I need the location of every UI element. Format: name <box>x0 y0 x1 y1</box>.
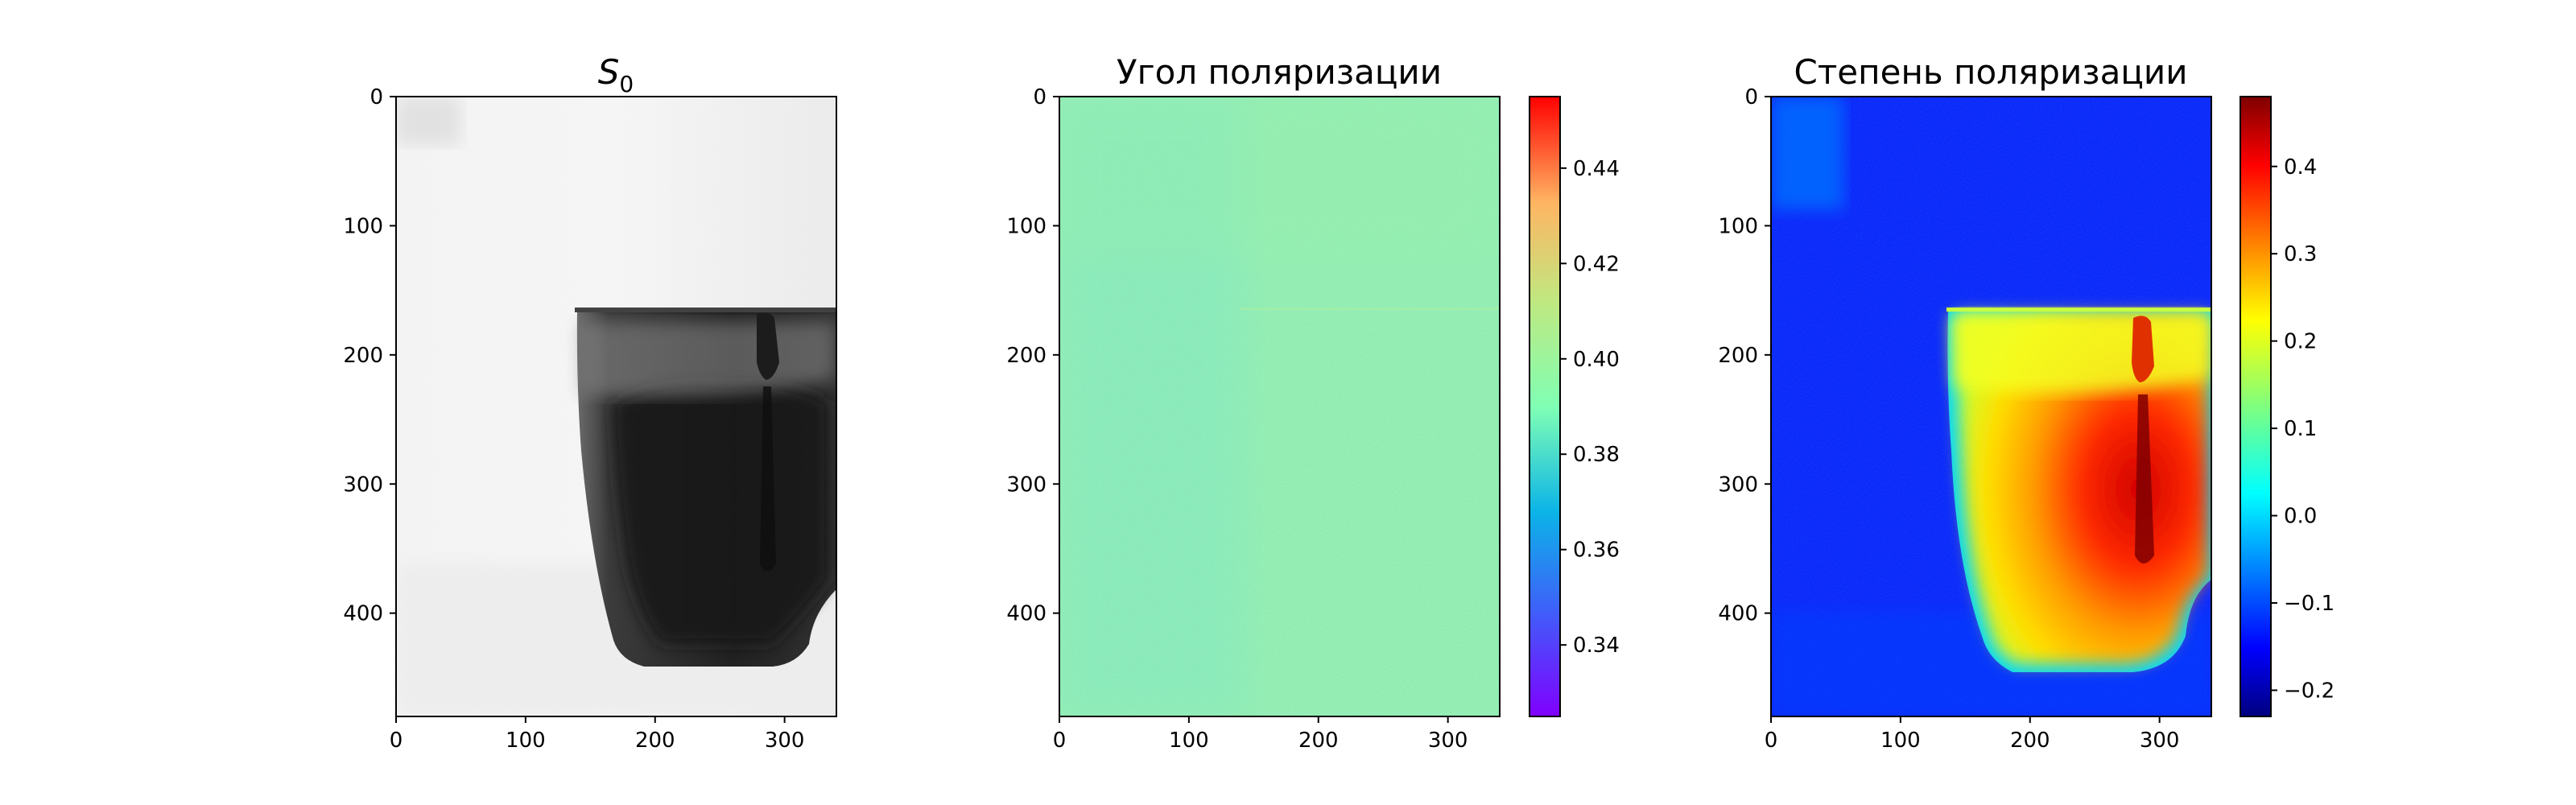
y-tick-label: 200 <box>343 344 383 368</box>
dop-colorbar: −0.2 −0.1 0.0 0.1 0.2 0.3 0.4 <box>2240 96 2334 717</box>
colorbar-tick-label: 0.3 <box>2284 242 2317 266</box>
y-tick-label: 0 <box>369 85 383 109</box>
angle-colorbar: 0.34 0.36 0.38 0.40 0.42 0.44 <box>1529 96 1620 717</box>
y-tick-label: 0 <box>1033 85 1046 109</box>
angle-x-axis: 0 100 200 300 <box>1053 716 1468 753</box>
colorbar-tick-label: 0.2 <box>2284 330 2317 354</box>
x-tick-label: 100 <box>1169 729 1209 753</box>
y-tick-label: 0 <box>1744 85 1758 109</box>
angle-y-axis: 0 100 200 300 400 <box>1006 85 1059 626</box>
dop-frame <box>1770 96 2212 717</box>
x-tick-label: 200 <box>1298 729 1339 753</box>
panel-polarization-angle: Угол поляризации 0 100 200 300 0 100 200 300 40… <box>1006 52 1620 753</box>
panel-s0: S0 0 100 200 300 0 100 200 300 400 <box>343 52 837 753</box>
colorbar-tick-label: 0.38 <box>1573 443 1620 467</box>
y-tick-label: 100 <box>1006 214 1046 238</box>
y-tick-label: 400 <box>1006 602 1046 626</box>
angle-colorbar-ticks: 0.34 0.36 0.38 0.40 0.42 0.44 <box>1560 157 1620 658</box>
y-tick-label: 200 <box>1718 344 1758 368</box>
dop-title: Степень поляризации <box>1794 52 2188 92</box>
dop-image <box>1771 97 2211 716</box>
x-tick-label: 300 <box>1428 729 1468 753</box>
x-tick-label: 0 <box>390 729 403 753</box>
x-tick-label: 200 <box>2010 729 2050 753</box>
angle-title: Угол поляризации <box>1117 52 1442 92</box>
s0-x-axis: 0 100 200 300 <box>390 716 805 753</box>
colorbar-tick-label: 0.42 <box>1573 252 1620 276</box>
colorbar-tick-label: −0.2 <box>2284 679 2334 703</box>
x-tick-label: 100 <box>506 729 546 753</box>
panel-degree-of-polarization: Степень поляризации 0 100 200 300 0 100 200 30… <box>1718 52 2334 753</box>
y-tick-label: 200 <box>1006 344 1046 368</box>
x-tick-label: 300 <box>2140 729 2180 753</box>
angle-image <box>1059 97 1500 716</box>
colorbar-tick-label: 0.36 <box>1573 539 1620 563</box>
x-tick-label: 0 <box>1765 729 1778 753</box>
y-tick-label: 300 <box>1718 473 1758 497</box>
x-tick-label: 200 <box>635 729 675 753</box>
s0-title: S0 <box>598 52 634 97</box>
y-tick-label: 100 <box>1718 214 1758 238</box>
colorbar-tick-label: 0.40 <box>1573 348 1620 372</box>
angle-frame <box>1059 96 1501 717</box>
dop-x-axis: 0 100 200 300 <box>1765 716 2180 753</box>
x-tick-label: 0 <box>1053 729 1067 753</box>
dop-colorbar-ticks: −0.2 −0.1 0.0 0.1 0.2 0.3 0.4 <box>2271 155 2334 703</box>
colorbar-tick-label: 0.34 <box>1573 634 1620 658</box>
colorbar-tick-label: 0.4 <box>2284 155 2317 180</box>
y-tick-label: 400 <box>1718 602 1758 626</box>
s0-frame <box>395 96 837 717</box>
colorbar-tick-label: 0.44 <box>1573 157 1620 181</box>
y-tick-label: 100 <box>343 214 383 238</box>
dop-y-axis: 0 100 200 300 400 <box>1718 85 1771 626</box>
colorbar-tick-label: 0.1 <box>2284 417 2317 441</box>
s0-image <box>396 97 836 716</box>
y-tick-label: 300 <box>343 473 383 497</box>
x-tick-label: 100 <box>1880 729 1921 753</box>
s0-y-axis: 0 100 200 300 400 <box>343 85 396 626</box>
colorbar-tick-label: 0.0 <box>2284 505 2317 529</box>
y-tick-label: 400 <box>343 602 383 626</box>
x-tick-label: 300 <box>765 729 805 753</box>
y-tick-label: 300 <box>1006 473 1046 497</box>
colorbar-tick-label: −0.1 <box>2284 592 2334 616</box>
